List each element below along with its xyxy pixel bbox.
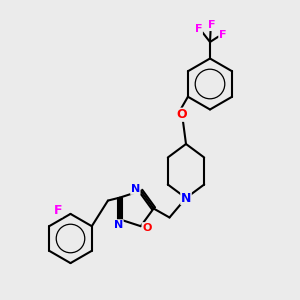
Text: N: N xyxy=(181,191,191,205)
Text: N: N xyxy=(114,220,123,230)
Text: N: N xyxy=(131,184,140,194)
Text: F: F xyxy=(195,24,202,34)
Text: F: F xyxy=(54,204,62,217)
Text: O: O xyxy=(176,108,187,121)
Text: O: O xyxy=(142,223,152,233)
Text: F: F xyxy=(208,20,215,31)
Text: F: F xyxy=(219,30,226,40)
